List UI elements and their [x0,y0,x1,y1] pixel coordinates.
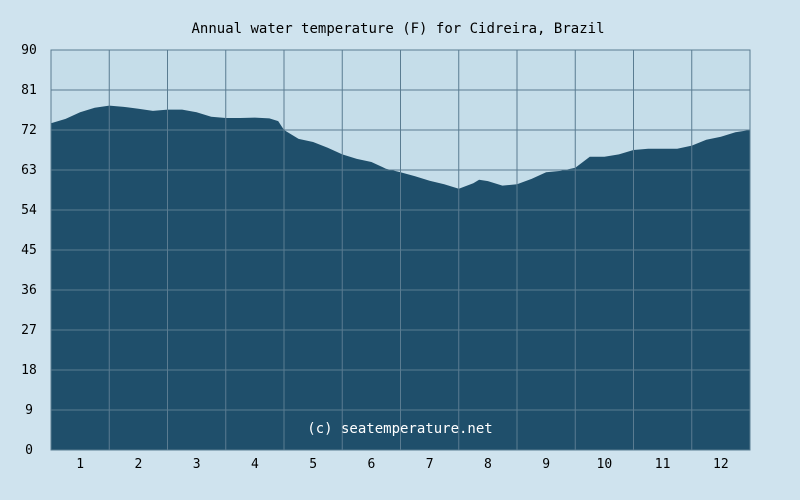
chart-title: Annual water temperature (F) for Cidreir… [191,21,604,37]
y-tick-label: 45 [21,243,37,258]
x-tick-label: 8 [484,457,492,472]
plot-frame [50,49,751,451]
y-tick-label: 0 [25,443,33,458]
x-tick-label: 9 [542,457,550,472]
y-tick-label: 18 [21,363,37,378]
x-tick-label: 4 [251,457,259,472]
y-tick-label: 54 [21,203,37,218]
y-tick-label: 36 [21,283,37,298]
y-tick-label: 90 [21,43,37,58]
y-tick-label: 27 [21,323,37,338]
x-axis: 1 2 3 4 5 6 7 8 9 10 11 12 [76,457,728,472]
x-tick-label: 12 [713,457,729,472]
y-tick-label: 72 [21,123,37,138]
y-tick-label: 81 [21,83,37,98]
x-tick-label: 2 [134,457,142,472]
watermark: (c) seatemperature.net [307,421,492,437]
x-tick-label: 3 [193,457,201,472]
y-tick-label: 9 [25,403,33,418]
y-axis: 0 9 18 27 36 45 54 63 72 81 90 [21,43,37,458]
x-tick-label: 11 [655,457,671,472]
x-tick-label: 1 [76,457,84,472]
x-tick-label: 5 [309,457,317,472]
x-tick-label: 10 [597,457,613,472]
y-tick-label: 63 [21,163,37,178]
x-tick-label: 7 [426,457,434,472]
x-tick-label: 6 [367,457,375,472]
